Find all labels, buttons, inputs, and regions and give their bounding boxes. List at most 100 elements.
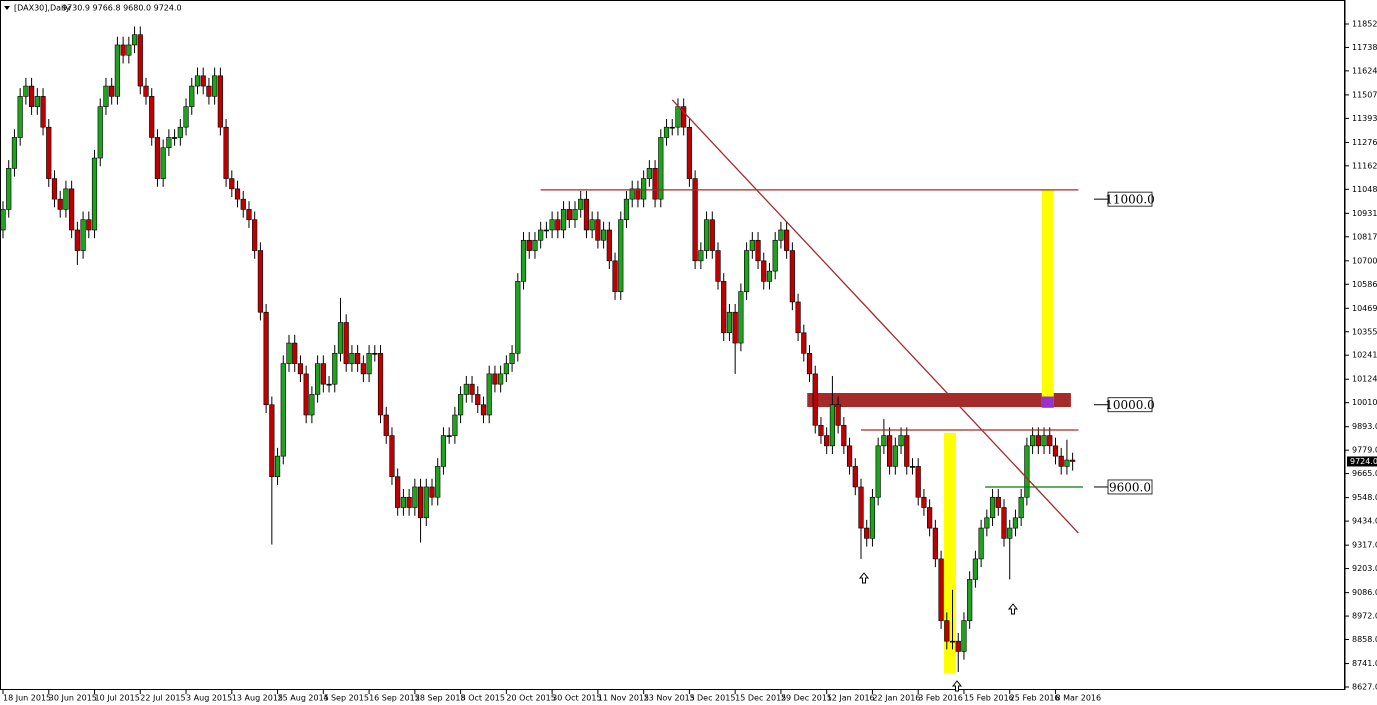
candle-body [440,435,447,467]
candle-body [326,383,332,386]
candle-body [97,106,103,159]
candle-body [292,342,298,364]
candle-body [772,239,778,272]
candle-body [846,445,853,467]
candle-body [11,137,18,169]
candle-body [229,178,235,190]
y-tick-label: 10700.0 [1352,256,1377,265]
candle-body [955,640,961,652]
x-tick-label: 23 Nov 2015 [644,694,695,703]
candle-body [623,198,630,221]
y-tick-label: 11048.0 [1352,185,1377,194]
candle-body [732,311,738,344]
candle-body [143,85,149,97]
candle-body [612,260,618,292]
candle-body [160,147,166,179]
candle-body [663,126,670,138]
candle-body [1018,496,1024,519]
candle-body [538,229,544,241]
level-box [1107,191,1153,207]
candle-body [80,219,86,251]
candle-body [526,239,532,251]
candle-body [1047,435,1053,447]
candle-body [927,507,933,529]
candle-body [372,353,378,355]
zone [1041,396,1054,408]
y-tick-label: 10817.0 [1352,232,1377,241]
y-tick-label: 10469.0 [1352,304,1377,313]
candle-body [1070,459,1076,462]
y-tick-label: 9317.0 [1352,541,1377,550]
candle-body [246,209,252,221]
candle-body [486,373,492,416]
x-tick-label: 25 Aug 2015 [278,694,329,703]
candle-body [749,239,755,251]
x-tick-label: 15 Dec 2015 [735,694,786,703]
candle-body [915,466,921,498]
candle-body [618,219,624,292]
last-price-label: 9724.0 [1350,457,1377,466]
candle-body [126,44,132,56]
x-tick-label: 30 Oct 2015 [552,694,601,703]
candle-body [109,85,115,97]
candle-body [492,373,498,385]
x-tick-label: 8 Oct 2015 [461,694,505,703]
candle-body [332,353,338,385]
candle-body [406,496,412,508]
candle-body [435,466,441,498]
candle-body [572,209,578,221]
candle-body [17,96,23,138]
x-tick-label: 22 Jul 2015 [140,694,185,703]
candle-body [938,558,944,621]
candle-body [818,424,824,436]
candle-body [520,239,527,282]
candle-body [812,373,818,426]
candle-body [223,126,229,179]
level-box [1107,397,1153,413]
level-box [1107,479,1153,495]
candle-body [578,198,584,210]
y-tick-label: 11852.0 [1352,19,1377,28]
x-tick-label: 16 Sep 2015 [369,694,420,703]
candle-body [280,363,286,457]
y-tick-label: 9434.0 [1352,517,1377,526]
candle-body [909,466,916,468]
candle-body [303,373,309,416]
candle-body [63,188,69,210]
candle-body [766,270,773,282]
candle-body [841,424,847,447]
y-tick-label: 10586.0 [1352,280,1377,289]
candle-body [898,435,904,447]
y-tick-label: 9203.0 [1352,564,1377,573]
x-tick-label: 30 Jun 2015 [49,694,97,703]
candle-body [858,486,864,529]
candle-body [366,353,372,375]
y-tick-label: 8858.0 [1352,635,1377,644]
x-tick-label: 20 Oct 2015 [506,694,555,703]
x-tick-label: 22 Jan 2016 [872,694,920,703]
candle-body [532,239,538,251]
y-tick-label: 10355.0 [1352,327,1377,336]
y-tick-label: 11624.0 [1352,66,1377,75]
candle-body [57,198,63,210]
candle-body [206,85,212,97]
candle-body [509,353,515,364]
candle-body [709,219,715,251]
candle-body [269,404,275,477]
candle-body [200,75,206,87]
candle-body [692,178,698,262]
y-tick-label: 10241.0 [1352,351,1377,360]
candle-body [515,281,521,354]
y-tick-label: 8972.0 [1352,612,1377,621]
candle-body [189,85,195,107]
candle-body [114,44,120,97]
candle-body [28,85,35,107]
level-label: 9600.0 [1109,480,1151,494]
x-tick-label: 3 Feb 2016 [918,694,963,703]
candle-body [395,476,401,508]
candle-body [154,137,161,179]
x-tick-label: 3 Aug 2015 [186,694,232,703]
candle-body [1001,507,1007,539]
candle-body [652,168,658,200]
y-tick-label: 11393.0 [1352,114,1377,123]
